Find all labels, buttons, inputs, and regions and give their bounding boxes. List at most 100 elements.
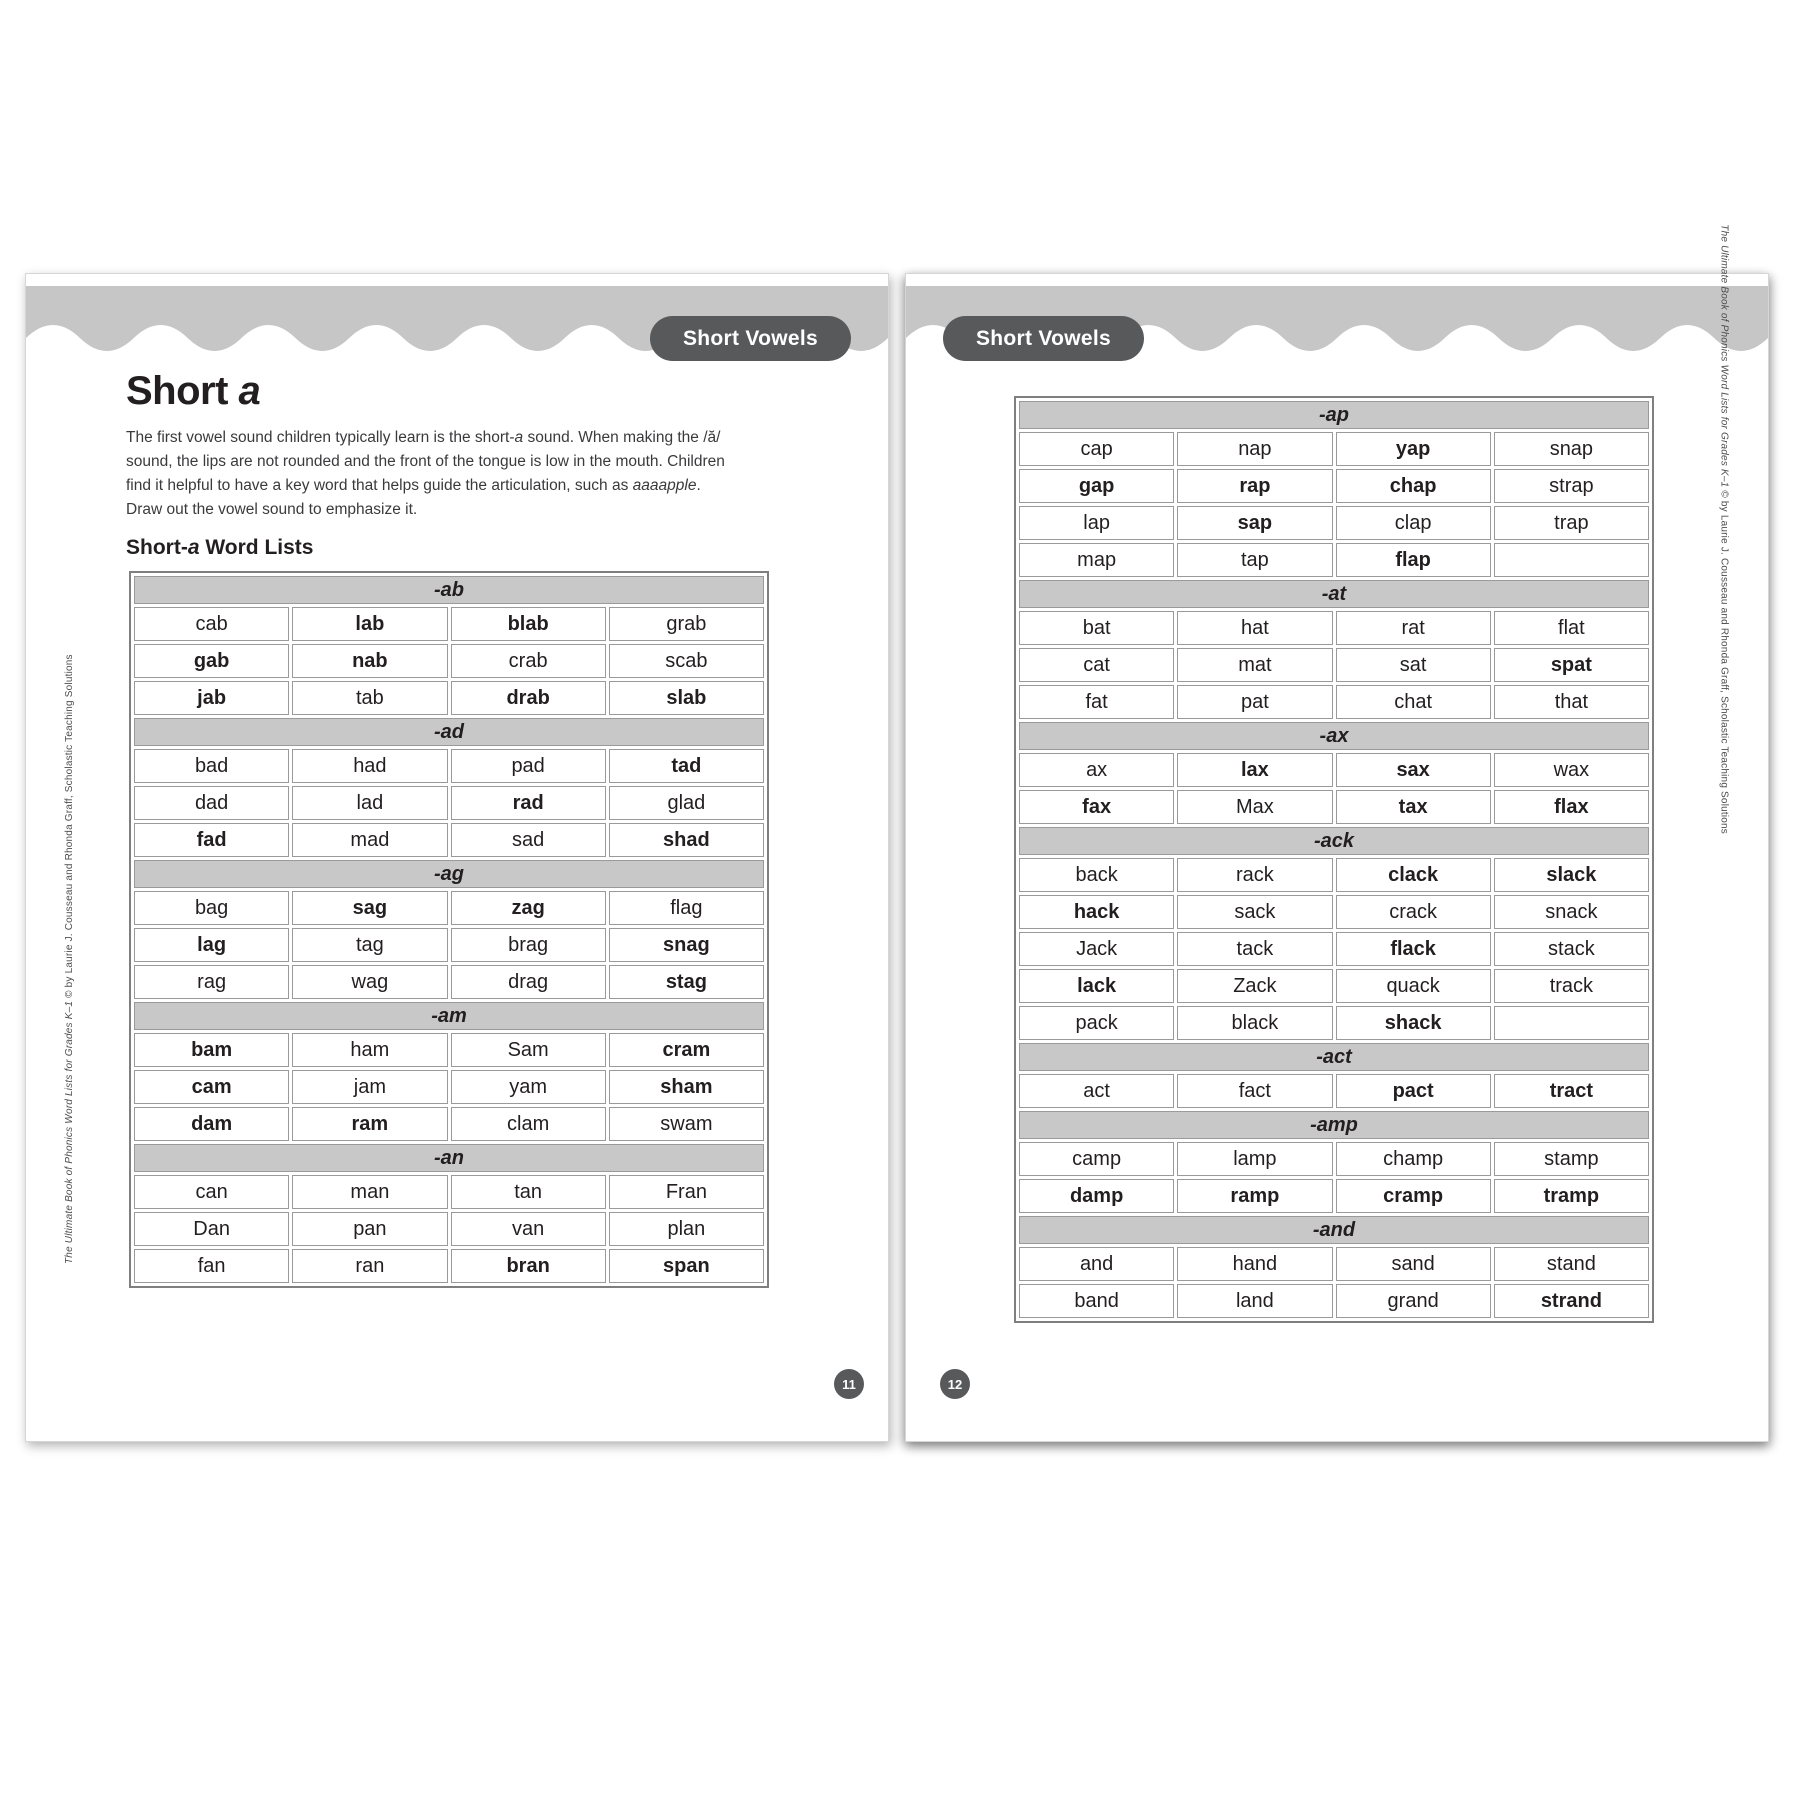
word-row: back rack clack slack: [1019, 858, 1649, 892]
section-label: -act: [1019, 1043, 1649, 1071]
word-cell: tap: [1177, 543, 1333, 577]
section-header-row: -ab: [134, 576, 764, 604]
word-cell: flat: [1493, 611, 1649, 645]
text-run: .: [696, 477, 701, 494]
word-cell: hand: [1177, 1247, 1333, 1281]
italic-text-run: The Ultimate Book of Phonics Word Lists …: [1719, 224, 1730, 491]
word-cell: lag: [134, 928, 290, 962]
word-row: camp lamp champ stamp: [1019, 1142, 1649, 1176]
word-cell: cram: [608, 1033, 764, 1067]
word-cell: tan: [450, 1175, 606, 1209]
word-cell: cap: [1019, 432, 1175, 466]
word-cell: tack: [1177, 932, 1333, 966]
word-cell: flax: [1493, 790, 1649, 824]
word-row: dad lad rad glad: [134, 786, 764, 820]
short-a-word-table-left: -ab cab lab blab grab gab nab crab scab jab tab dra…: [129, 571, 769, 1288]
word-cell: grand: [1335, 1284, 1491, 1318]
text-run: find it helpful to have a key word that …: [126, 477, 633, 494]
word-cell: act: [1019, 1074, 1175, 1108]
word-cell: sat: [1335, 648, 1491, 682]
word-cell: pact: [1335, 1074, 1491, 1108]
word-cell: drag: [450, 965, 606, 999]
left-page: Short Vowels Short a The first vowel sou…: [25, 273, 889, 1442]
word-cell: land: [1177, 1284, 1333, 1318]
word-cell: sand: [1335, 1247, 1491, 1281]
text-run: sound. When making the /ă/: [523, 429, 721, 446]
word-cell: shack: [1335, 1006, 1491, 1040]
word-cell: pack: [1019, 1006, 1175, 1040]
section-label: -ack: [1019, 827, 1649, 855]
word-cell: stand: [1493, 1247, 1649, 1281]
word-cell: mad: [292, 823, 448, 857]
word-cell: ran: [292, 1249, 448, 1283]
word-cell: crab: [450, 644, 606, 678]
word-cell: slab: [608, 681, 764, 715]
word-cell: sag: [292, 891, 448, 925]
word-row: and hand sand stand: [1019, 1247, 1649, 1281]
word-row: gap rap chap strap: [1019, 469, 1649, 503]
word-cell: hack: [1019, 895, 1175, 929]
word-row: map tap flap: [1019, 543, 1649, 577]
word-cell: flag: [608, 891, 764, 925]
word-row: gab nab crab scab: [134, 644, 764, 678]
word-cell: span: [608, 1249, 764, 1283]
word-cell: grab: [608, 607, 764, 641]
word-cell: pan: [292, 1212, 448, 1246]
word-cell: hat: [1177, 611, 1333, 645]
word-cell: Dan: [134, 1212, 290, 1246]
word-cell: band: [1019, 1284, 1175, 1318]
word-cell: ax: [1019, 753, 1175, 787]
word-cell: fan: [134, 1249, 290, 1283]
word-cell: clap: [1335, 506, 1491, 540]
word-cell: scab: [608, 644, 764, 678]
word-cell: black: [1177, 1006, 1333, 1040]
section-header-row: -act: [1019, 1043, 1649, 1071]
empty-cell: [1493, 1006, 1649, 1040]
word-cell: glad: [608, 786, 764, 820]
section-header-row: -ag: [134, 860, 764, 888]
section-header-row: -at: [1019, 580, 1649, 608]
word-cell: shad: [608, 823, 764, 857]
word-cell: Fran: [608, 1175, 764, 1209]
word-cell: lack: [1019, 969, 1175, 1003]
word-cell: bran: [450, 1249, 606, 1283]
word-cell: lad: [292, 786, 448, 820]
word-cell: mat: [1177, 648, 1333, 682]
word-cell: brag: [450, 928, 606, 962]
word-cell: Max: [1177, 790, 1333, 824]
word-cell: jab: [134, 681, 290, 715]
word-cell: snag: [608, 928, 764, 962]
word-cell: nap: [1177, 432, 1333, 466]
text-run: Short: [126, 369, 239, 413]
word-cell: pad: [450, 749, 606, 783]
word-cell: plan: [608, 1212, 764, 1246]
text-run: Word Lists: [199, 536, 314, 559]
word-row: lag tag brag snag: [134, 928, 764, 962]
italic-text-run: a: [187, 536, 200, 559]
text-run: © by Laurie J. Cousseau and Rhonda Graff…: [64, 654, 75, 998]
italic-text-run: The Ultimate Book of Phonics Word Lists …: [64, 997, 75, 1264]
word-cell: map: [1019, 543, 1175, 577]
section-label: -and: [1019, 1216, 1649, 1244]
text-run: The first vowel sound children typically…: [126, 429, 515, 446]
text-run: Short-: [126, 536, 188, 559]
word-row: bag sag zag flag: [134, 891, 764, 925]
word-cell: stamp: [1493, 1142, 1649, 1176]
word-cell: dad: [134, 786, 290, 820]
word-cell: rack: [1177, 858, 1333, 892]
word-cell: tab: [292, 681, 448, 715]
text-run: sound, the lips are not rounded and the …: [126, 453, 725, 470]
text-run: © by Laurie J. Cousseau and Rhonda Graff…: [1719, 490, 1730, 834]
word-cell: ram: [292, 1107, 448, 1141]
word-cell: bam: [134, 1033, 290, 1067]
word-cell: champ: [1335, 1142, 1491, 1176]
word-row: hack sack crack snack: [1019, 895, 1649, 929]
word-row: damp ramp cramp tramp: [1019, 1179, 1649, 1213]
word-cell: quack: [1335, 969, 1491, 1003]
copyright-sidebar: The Ultimate Book of Phonics Word Lists …: [1719, 224, 1730, 834]
word-cell: bad: [134, 749, 290, 783]
word-cell: dam: [134, 1107, 290, 1141]
word-cell: flap: [1335, 543, 1491, 577]
word-cell: cat: [1019, 648, 1175, 682]
